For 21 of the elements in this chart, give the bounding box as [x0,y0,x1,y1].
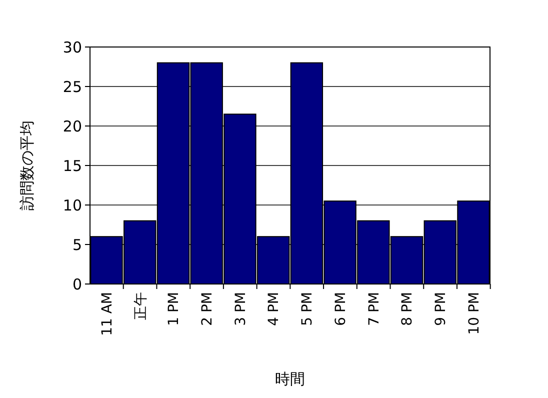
y-tick-label: 10 [62,196,82,214]
x-axis-title: 時間 [275,370,305,388]
x-tick-label: 4 PM [266,292,282,326]
x-tick-label: 10 PM [466,292,482,335]
x-tick-label: 5 PM [300,292,316,326]
y-tick-label: 15 [62,156,82,175]
y-tick-label: 20 [62,117,82,136]
x-tick-label: 6 PM [332,292,349,326]
y-tick-label: 0 [72,275,82,294]
x-tick-label: 11 AM [99,292,116,336]
y-axis-title: 訪問数の平均 [18,120,36,210]
y-tick-label: 25 [62,78,82,96]
x-tick-label: 2 PM [199,292,216,326]
x-tick-label: 3 PM [232,292,249,326]
x-tick-label: 1 PM [166,292,182,326]
x-tick-label: 9 PM [433,292,450,326]
y-tick-label: 5 [72,236,82,254]
x-tick-label: 7 PM [366,292,382,326]
x-tick-label: 8 PM [400,292,416,326]
y-tick-label: 30 [62,38,82,56]
x-tick-label: 正午 [132,292,149,320]
